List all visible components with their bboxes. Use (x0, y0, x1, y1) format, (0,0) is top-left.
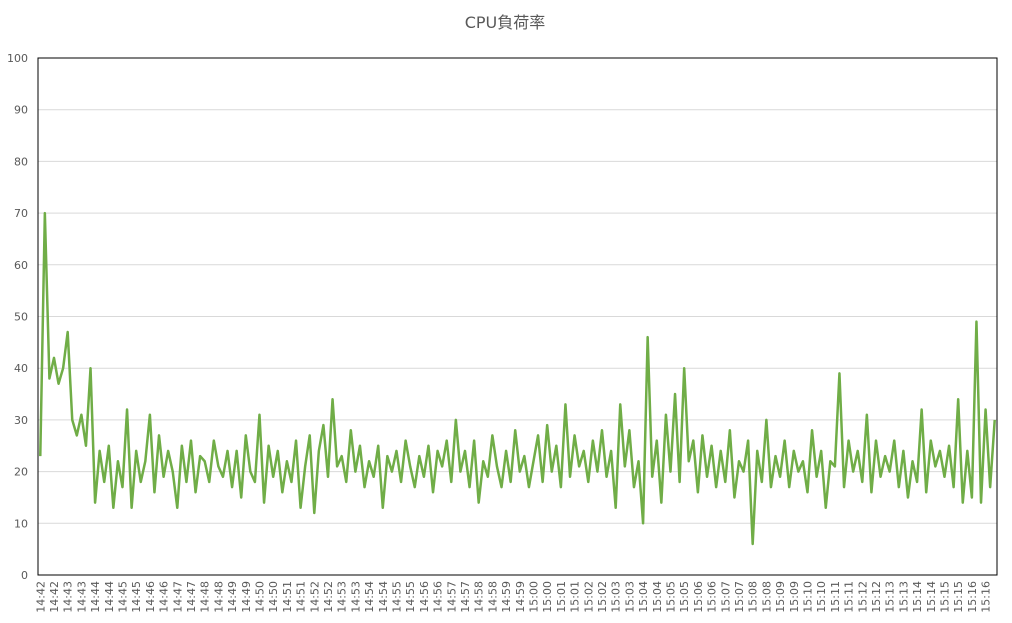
x-tick-label: 14:59 (500, 581, 513, 613)
x-tick-label: 14:53 (349, 581, 362, 613)
x-tick-label: 14:47 (185, 581, 198, 613)
x-tick-label: 15:15 (952, 581, 965, 613)
y-tick-label: 30 (14, 414, 28, 427)
y-tick-label: 70 (14, 207, 28, 220)
x-tick-label: 14:42 (34, 581, 47, 613)
x-tick-label: 15:06 (692, 581, 705, 613)
x-tick-label: 14:43 (75, 581, 88, 613)
x-tick-label: 15:04 (637, 581, 650, 613)
x-tick-label: 15:03 (610, 581, 623, 613)
x-tick-label: 15:14 (925, 581, 938, 613)
x-tick-label: 14:58 (486, 581, 499, 613)
y-tick-label: 20 (14, 466, 28, 479)
x-tick-label: 14:55 (390, 581, 403, 613)
x-tick-label: 15:09 (788, 581, 801, 613)
x-tick-label: 14:46 (158, 581, 171, 613)
y-tick-label: 50 (14, 311, 28, 324)
y-tick-label: 40 (14, 362, 28, 375)
x-tick-label: 15:06 (706, 581, 719, 613)
x-tick-label: 15:09 (774, 581, 787, 613)
x-tick-label: 15:11 (843, 581, 856, 613)
x-tick-label: 15:01 (569, 581, 582, 613)
x-tick-label: 15:07 (733, 581, 746, 613)
y-tick-label: 100 (7, 52, 28, 65)
x-tick-label: 14:45 (116, 581, 129, 613)
x-tick-label: 14:47 (171, 581, 184, 613)
x-tick-label: 14:52 (322, 581, 335, 613)
y-tick-label: 10 (14, 517, 28, 530)
x-tick-label: 14:52 (308, 581, 321, 613)
x-tick-label: 14:44 (89, 581, 102, 613)
x-tick-label: 15:14 (911, 581, 924, 613)
x-tick-label: 15:05 (664, 581, 677, 613)
x-tick-label: 15:08 (747, 581, 760, 613)
x-tick-label: 15:13 (897, 581, 910, 613)
x-tick-label: 15:12 (870, 581, 883, 613)
x-tick-label: 15:02 (582, 581, 595, 613)
y-tick-label: 90 (14, 104, 28, 117)
x-tick-label: 14:51 (281, 581, 294, 613)
x-tick-label: 15:13 (884, 581, 897, 613)
x-tick-label: 15:12 (856, 581, 869, 613)
x-tick-label: 14:54 (363, 581, 376, 613)
x-tick-label: 14:51 (295, 581, 308, 613)
x-tick-label: 15:11 (829, 581, 842, 613)
x-tick-label: 14:56 (432, 581, 445, 613)
x-tick-label: 14:57 (459, 581, 472, 613)
x-tick-label: 14:44 (103, 581, 116, 613)
x-tick-label: 15:10 (815, 581, 828, 613)
x-tick-label: 14:57 (445, 581, 458, 613)
x-tick-label: 14:58 (473, 581, 486, 613)
x-tick-label: 15:00 (527, 581, 540, 613)
x-tick-label: 15:04 (651, 581, 664, 613)
x-tick-label: 14:56 (418, 581, 431, 613)
x-tick-label: 15:16 (980, 581, 993, 613)
y-tick-label: 60 (14, 259, 28, 272)
line (39, 211, 996, 546)
x-tick-label: 15:16 (966, 581, 979, 613)
x-tick-label: 15:08 (760, 581, 773, 613)
x-tick-label: 14:48 (212, 581, 225, 613)
x-tick-label: 14:50 (267, 581, 280, 613)
x-tick-label: 14:45 (130, 581, 143, 613)
x-tick-label: 14:46 (144, 581, 157, 613)
x-tick-label: 15:05 (678, 581, 691, 613)
x-tick-label: 14:54 (377, 581, 390, 613)
x-tick-label: 14:43 (62, 581, 75, 613)
x-tick-label: 15:02 (596, 581, 609, 613)
x-tick-label: 14:50 (253, 581, 266, 613)
x-tick-label: 15:03 (623, 581, 636, 613)
x-tick-label: 14:42 (48, 581, 61, 613)
x-tick-label: 14:49 (240, 581, 253, 613)
x-tick-label: 14:59 (514, 581, 527, 613)
plot-border (37, 57, 998, 576)
x-tick-label: 14:49 (226, 581, 239, 613)
x-tick-label: 15:15 (938, 581, 951, 613)
x-tick-label: 15:00 (541, 581, 554, 613)
x-tick-label: 14:53 (336, 581, 349, 613)
x-tick-label: 15:10 (801, 581, 814, 613)
x-tick-label: 15:07 (719, 581, 732, 613)
x-tick-label: 15:01 (555, 581, 568, 613)
y-tick-label: 80 (14, 155, 28, 168)
chart-title: CPU負荷率 (465, 13, 546, 32)
y-tick-label: 0 (21, 569, 28, 582)
x-tick-label: 14:48 (199, 581, 212, 613)
x-tick-label: 14:55 (404, 581, 417, 613)
